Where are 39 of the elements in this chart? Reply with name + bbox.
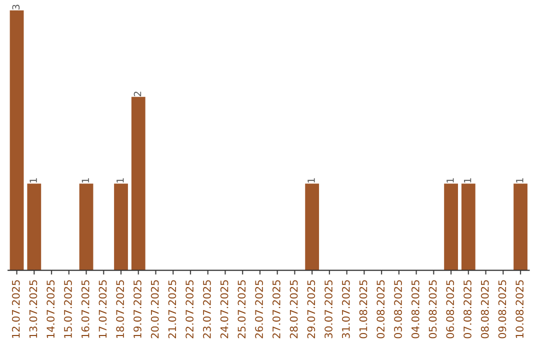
data-label: 1 <box>464 178 472 183</box>
x-tick-label: 22.07.2025 <box>186 280 194 338</box>
data-label: 3 <box>12 4 20 10</box>
data-label: 1 <box>516 178 524 183</box>
x-tick-label: 18.07.2025 <box>116 280 124 338</box>
data-label: 1 <box>308 178 315 183</box>
x-tick-label: 19.07.2025 <box>134 280 142 338</box>
x-tick-label: 16.07.2025 <box>81 280 90 338</box>
x-tick-label: 20.07.2025 <box>150 280 159 338</box>
x-tick-label: 15.07.2025 <box>64 280 72 338</box>
x-tick-label: 03.08.2025 <box>394 280 402 338</box>
x-tick-label: 02.08.2025 <box>376 280 385 338</box>
x-tick-label: 10.08.2025 <box>516 280 524 338</box>
x-tick-label: 21.07.2025 <box>168 280 176 338</box>
x-tick-label: 04.08.2025 <box>411 280 420 338</box>
x-tick-label: 07.08.2025 <box>464 280 472 338</box>
x-tick-label: 31.07.2025 <box>342 280 350 338</box>
x-tick-label: 08.08.2025 <box>480 280 489 338</box>
data-label: 1 <box>446 178 454 183</box>
x-tick-label: 05.08.2025 <box>428 280 437 338</box>
data-label: 1 <box>116 178 124 183</box>
x-tick-label: 12.07.2025 <box>12 280 20 338</box>
x-tick-label: 29.07.2025 <box>307 280 316 338</box>
x-tick-label: 26.07.2025 <box>255 280 263 338</box>
data-label: 2 <box>134 92 142 96</box>
x-tick-label: 23.07.2025 <box>203 280 211 338</box>
x-tick-label: 14.07.2025 <box>46 280 55 338</box>
x-tick-label: 09.08.2025 <box>498 280 506 338</box>
x-tick-label: 01.08.2025 <box>359 280 368 338</box>
x-tick-label: 06.08.2025 <box>446 280 454 338</box>
x-tick-label: 27.07.2025 <box>272 280 280 338</box>
x-tick-label: 25.07.2025 <box>238 280 246 338</box>
x-tick-label: 28.07.2025 <box>290 280 298 338</box>
x-tick-label: 24.07.2025 <box>220 280 228 338</box>
x-tick-label: 13.07.2025 <box>29 280 38 338</box>
x-tick-label: 17.07.2025 <box>98 280 107 338</box>
data-label: 1 <box>82 178 89 183</box>
x-tick-label: 30.07.2025 <box>324 280 332 338</box>
data-label: 1 <box>30 178 37 183</box>
